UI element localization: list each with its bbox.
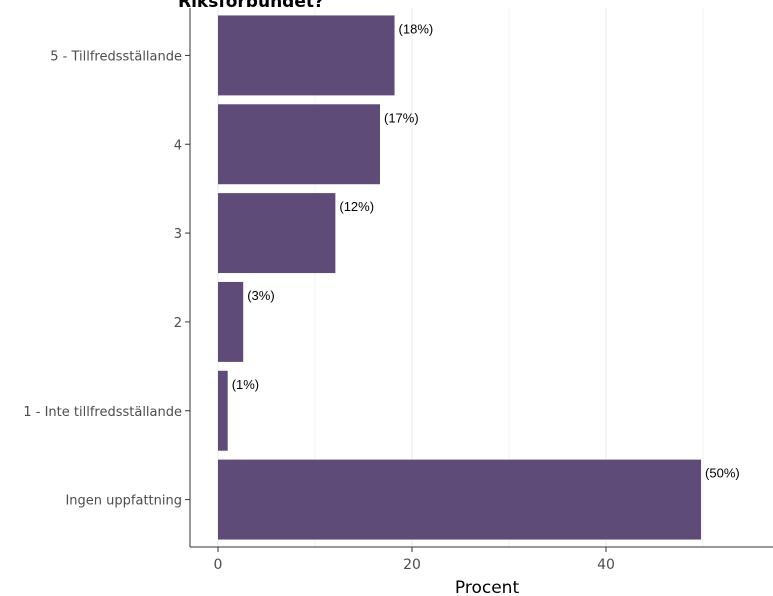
data-label: (1%) — [232, 377, 259, 392]
data-label: (17%) — [384, 110, 419, 125]
x-tick-label: 20 — [403, 557, 421, 573]
data-label: (18%) — [399, 21, 434, 36]
y-tick-label: 3 — [174, 227, 182, 242]
data-label: (3%) — [247, 288, 274, 303]
chart-title: Riksförbundet? — [178, 0, 324, 12]
bar — [218, 104, 380, 185]
y-tick-label: 2 — [174, 316, 182, 331]
data-label: (50%) — [705, 466, 740, 481]
bars — [218, 15, 702, 540]
x-tick-label: 40 — [597, 557, 615, 573]
grid-lines — [217, 8, 704, 547]
bar — [218, 193, 336, 274]
bar — [218, 281, 244, 362]
axes: 5 - Tillfredsställande 4 3 2 1 - Inte tillfr… — [23, 8, 773, 573]
data-label: (12%) — [339, 199, 374, 214]
y-tick-label: 1 - Inte tillfredsställande — [23, 405, 182, 420]
x-axis-label: Procent — [455, 578, 520, 596]
bar — [218, 370, 228, 451]
y-tick-label: 4 — [174, 138, 182, 153]
y-tick-label: Ingen uppfattning — [65, 494, 182, 509]
data-labels: (18%) (17%) (12%) (3%) (1%) (50%) — [232, 21, 740, 480]
y-tick-label: 5 - Tillfredsställande — [50, 49, 182, 64]
bar — [218, 15, 395, 96]
bar — [218, 459, 702, 540]
x-tick-label: 0 — [214, 557, 223, 573]
